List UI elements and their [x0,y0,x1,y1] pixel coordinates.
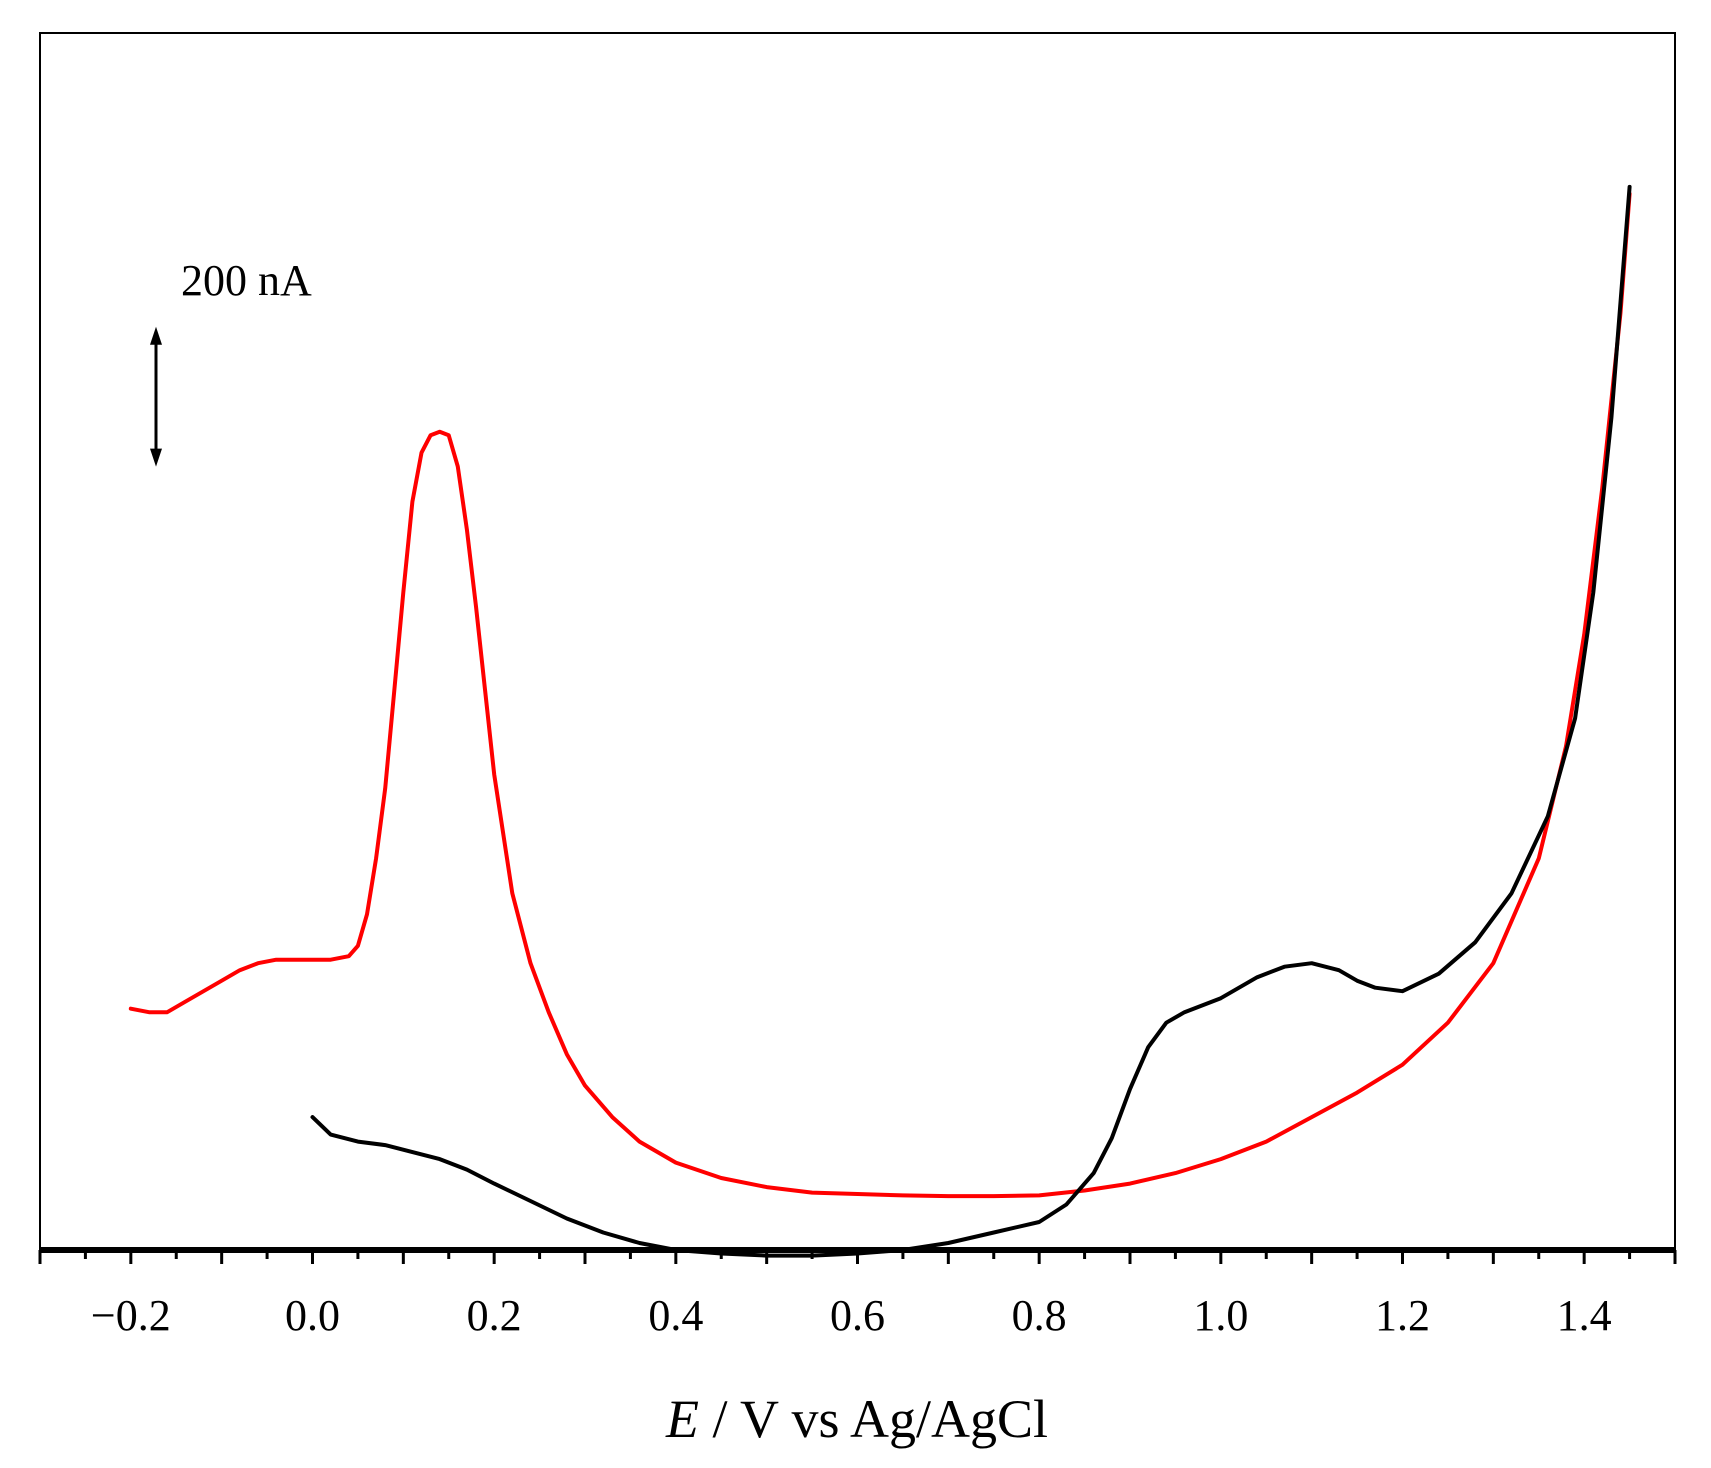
x-axis-title-rest: / V vs Ag/AgCl [699,1389,1048,1449]
x-axis-title: E / V vs Ag/AgCl [665,1389,1048,1449]
x-tick-label: 1.4 [1557,1291,1612,1340]
x-tick-label: 0.2 [467,1291,522,1340]
scale-bar-arrowhead-down [150,448,162,467]
x-tick-label: 0.4 [648,1291,703,1340]
x-tick-label: −0.2 [91,1291,171,1340]
x-axis-title-italic: E [665,1389,699,1449]
scale-bar-label: 200 nA [181,256,312,305]
x-tick-label: 0.8 [1012,1291,1067,1340]
series-line-black [310,184,1632,1258]
x-tick-label: 0.6 [830,1291,885,1340]
series-line-red [128,191,1632,1199]
x-tick-label: 1.2 [1375,1291,1430,1340]
x-tick-label: 1.0 [1193,1291,1248,1340]
scale-bar-arrowhead-up [150,326,162,345]
x-tick-label: 0.0 [285,1291,340,1340]
plot-frame [39,32,1676,1251]
